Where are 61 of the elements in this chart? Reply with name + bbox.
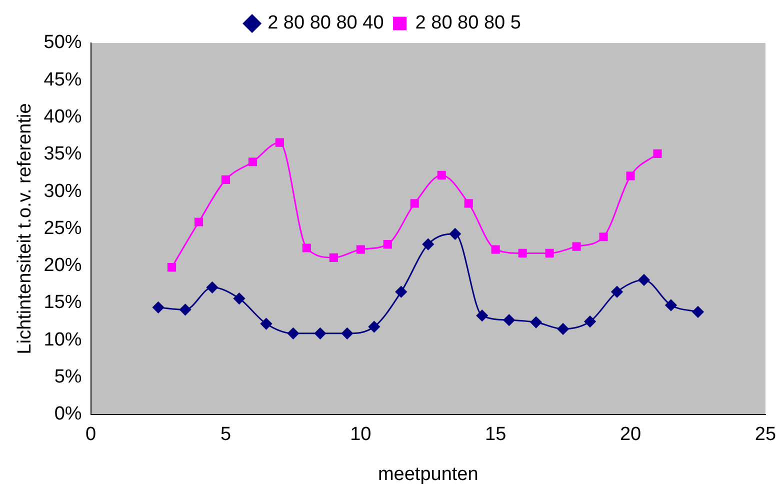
x-tick-label: 5 xyxy=(220,424,232,446)
point xyxy=(206,282,218,294)
point xyxy=(476,310,488,322)
point xyxy=(329,253,338,262)
point xyxy=(302,244,311,252)
point xyxy=(410,199,419,208)
point xyxy=(464,199,473,208)
point xyxy=(383,240,392,249)
y-tick-label: 20% xyxy=(44,255,82,276)
point xyxy=(491,245,500,254)
point xyxy=(356,245,365,254)
point xyxy=(194,218,204,226)
point xyxy=(221,175,230,184)
x-axis-title: meetpunten xyxy=(378,464,478,485)
y-tick-label: 0% xyxy=(54,404,82,425)
point xyxy=(368,321,380,332)
point xyxy=(314,328,326,340)
point xyxy=(180,304,192,316)
point xyxy=(557,323,569,335)
point xyxy=(530,316,542,328)
point xyxy=(287,328,299,340)
legend-label: 2 80 80 80 5 xyxy=(415,12,521,34)
point xyxy=(395,286,407,298)
point xyxy=(572,242,581,251)
x-tick-label: 15 xyxy=(485,424,506,446)
point xyxy=(449,228,461,240)
y-tick-label: 5% xyxy=(54,366,82,388)
point xyxy=(626,172,635,180)
y-tick-label: 25% xyxy=(44,218,82,239)
point xyxy=(518,248,527,258)
x-tick-label: 20 xyxy=(620,424,642,446)
y-tick-label: 40% xyxy=(44,106,82,128)
y-tick-label: 15% xyxy=(44,292,82,314)
point xyxy=(437,170,446,180)
point xyxy=(638,274,650,286)
x-tick-label: 25 xyxy=(754,424,776,446)
y-tick-label: 10% xyxy=(44,329,82,350)
point xyxy=(545,248,554,258)
point xyxy=(152,302,164,314)
y-tick-label: 35% xyxy=(44,144,82,165)
point xyxy=(665,299,677,311)
y-tick-label: 50% xyxy=(44,32,82,54)
point xyxy=(503,314,515,326)
point xyxy=(341,328,353,340)
point xyxy=(167,263,176,272)
x-tick-label: 0 xyxy=(86,424,96,446)
point xyxy=(248,158,258,166)
legend-label: 2 80 80 80 40 xyxy=(268,12,384,34)
point xyxy=(260,318,272,330)
point xyxy=(653,149,662,158)
point xyxy=(611,286,623,298)
y-tick-label: 30% xyxy=(44,180,82,202)
point xyxy=(422,238,434,250)
point xyxy=(599,232,608,242)
point xyxy=(692,306,704,318)
x-tick-label: 10 xyxy=(350,424,372,446)
point xyxy=(584,316,596,328)
point xyxy=(233,292,245,304)
point xyxy=(275,138,284,147)
y-axis-title: Lichtintensiteit t.o.v. referentie xyxy=(14,103,36,354)
y-tick-label: 45% xyxy=(44,69,82,90)
